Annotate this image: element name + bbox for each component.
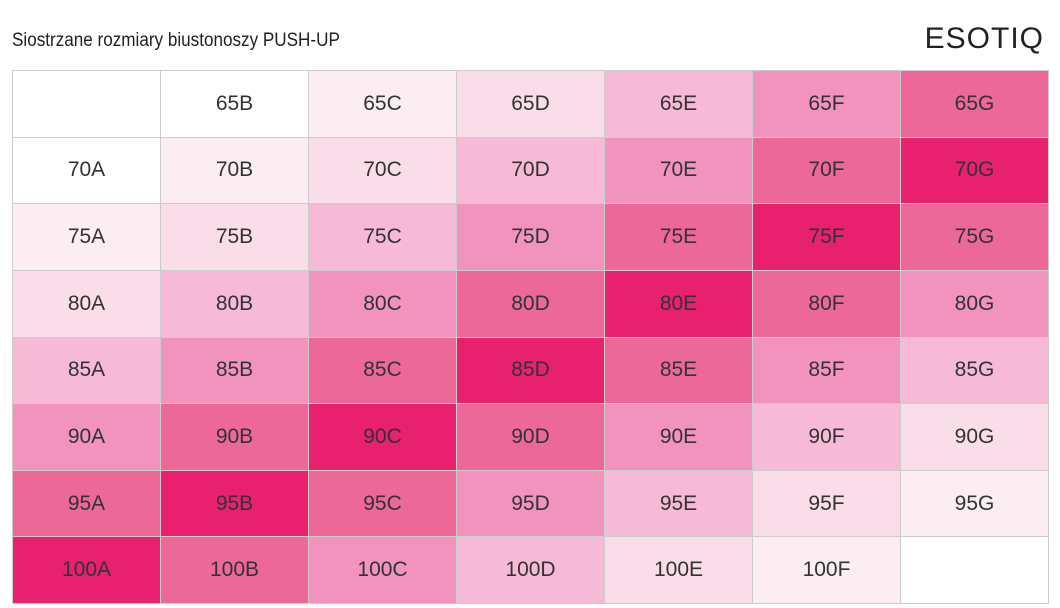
size-cell: 75E [605,204,753,271]
size-cell: 90F [753,404,901,471]
size-cell: 70E [605,137,753,205]
size-cell: 100C [309,537,457,604]
size-cell: 80A [13,270,161,338]
size-cell: 80B [161,270,309,338]
size-cell: 70B [161,137,309,205]
size-cell: 70D [457,137,605,205]
size-cell: 75C [309,204,457,271]
size-cell: 80F [753,270,901,338]
size-cell: 70G [901,137,1049,205]
size-cell: 75B [161,204,309,271]
size-cell: 90G [901,404,1049,471]
size-cell: 85G [901,337,1049,405]
size-cell: 95G [901,470,1049,538]
size-cell: 85F [753,337,901,405]
size-cell: 100D [457,537,605,604]
size-cell: 85E [605,337,753,405]
size-cell: 75A [13,204,161,271]
size-cell [901,537,1049,604]
size-cell: 65F [753,71,901,138]
size-cell: 70C [309,137,457,205]
size-cell: 95A [13,470,161,538]
size-cell: 95D [457,470,605,538]
size-cell: 85A [13,337,161,405]
size-cell: 85B [161,337,309,405]
size-cell: 90D [457,404,605,471]
size-cell: 95C [309,470,457,538]
size-cell: 65E [605,71,753,138]
size-cell: 65G [901,71,1049,138]
logo: ESOTIQ [924,22,1044,55]
size-cell: 95F [753,470,901,538]
size-cell: 80C [309,270,457,338]
size-cell: 65B [161,71,309,138]
size-cell: 70A [13,137,161,205]
size-table: 65B 65C 65D 65E 65F 65G 70A 70B 70C 70D 70E 70F 70G 7… [12,70,1049,604]
size-cell: 65C [309,71,457,138]
size-cell [13,71,161,138]
size-cell: 75G [901,204,1049,271]
size-cell: 85C [309,337,457,405]
size-cell: 90C [309,404,457,471]
size-cell: 90E [605,404,753,471]
size-cell: 95E [605,470,753,538]
size-cell: 75D [457,204,605,271]
size-cell: 65D [457,71,605,138]
size-cell: 100A [13,537,161,604]
size-cell: 100B [161,537,309,604]
size-cell: 100E [605,537,753,604]
size-cell: 80D [457,270,605,338]
size-cell: 95B [161,470,309,538]
size-cell: 80G [901,270,1049,338]
size-cell: 90A [13,404,161,471]
title: Siostrzane rozmiary biustonoszy PUSH-UP [12,30,340,51]
size-cell: 75F [753,204,901,271]
size-cell: 70F [753,137,901,205]
size-cell: 80E [605,270,753,338]
size-cell: 100F [753,537,901,604]
size-cell: 85D [457,337,605,405]
size-cell: 90B [161,404,309,471]
